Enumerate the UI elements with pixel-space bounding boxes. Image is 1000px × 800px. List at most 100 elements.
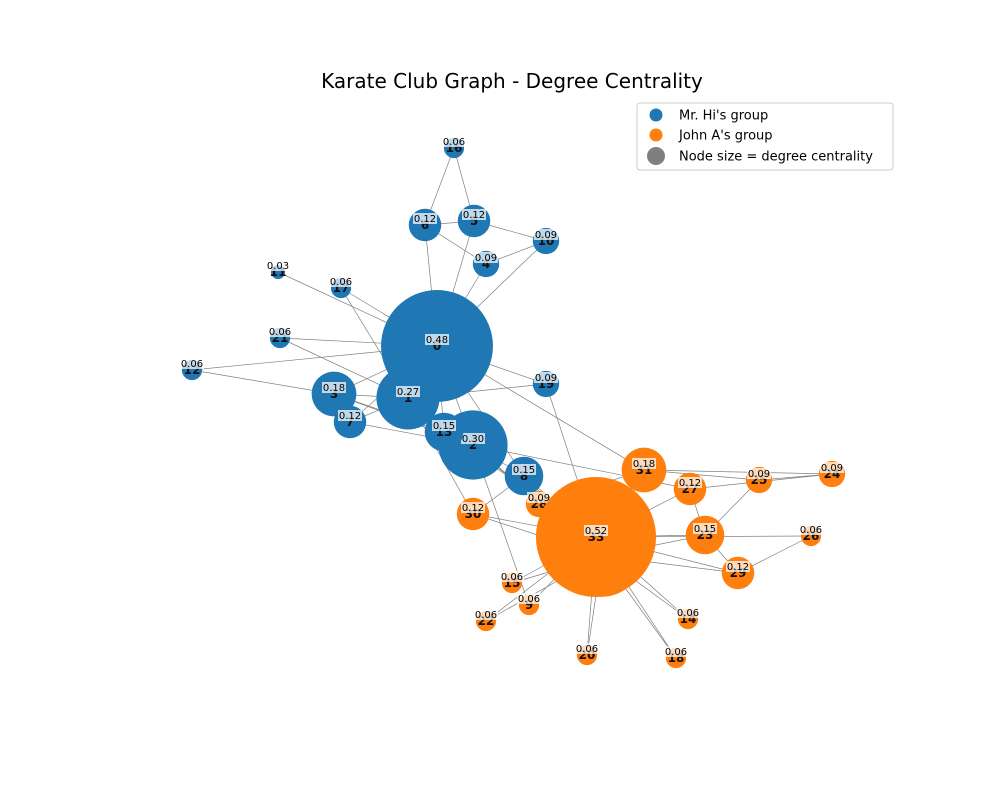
node-id-label-6: 6 [421, 218, 429, 232]
centrality-label-bg-26 [799, 524, 823, 535]
node-3: 30.18 [311, 371, 357, 417]
legend-marker-john-a [649, 128, 663, 142]
legend-frame [636, 102, 894, 171]
node-31: 310.18 [621, 447, 667, 493]
centrality-label-bg-19 [534, 372, 558, 383]
centrality-label-18: 0.06 [665, 647, 687, 658]
edge-24-31 [643, 469, 833, 475]
node-24: 240.09 [818, 460, 846, 488]
centrality-label-12: 0.06 [181, 359, 203, 370]
node-11: 110.03 [266, 260, 290, 280]
node-12: 120.06 [180, 358, 204, 381]
centrality-label-1: 0.27 [397, 387, 419, 398]
centrality-label-bg-8 [512, 464, 536, 475]
nodes-layer: 00.4810.2720.3030.1840.0950.1260.1270.12… [180, 136, 846, 669]
node-id-label-2: 2 [469, 438, 477, 452]
node-4: 40.09 [472, 250, 500, 278]
centrality-label-bg-21 [268, 326, 292, 337]
node-8: 80.15 [504, 456, 544, 496]
node-14: 140.06 [676, 607, 700, 630]
centrality-label-bg-10 [534, 229, 558, 240]
legend-label-node-size: Node size = degree centrality [679, 150, 873, 165]
centrality-label-13: 0.15 [433, 421, 455, 432]
centrality-label-bg-16 [442, 136, 466, 147]
centrality-label-14: 0.06 [677, 608, 699, 619]
node-id-label-3: 3 [330, 387, 338, 401]
centrality-label-2: 0.30 [462, 434, 484, 445]
centrality-label-11: 0.03 [267, 261, 289, 272]
node-id-label-0: 0 [433, 339, 441, 353]
node-26: 260.06 [799, 524, 823, 547]
centrality-label-bg-23 [693, 523, 717, 534]
node-5: 50.12 [457, 204, 491, 238]
centrality-label-bg-12 [180, 358, 204, 369]
centrality-label-4: 0.09 [475, 253, 497, 264]
node-25: 250.09 [745, 466, 773, 494]
centrality-label-20: 0.06 [576, 644, 598, 655]
node-10: 100.09 [532, 227, 560, 255]
centrality-label-27: 0.12 [679, 478, 701, 489]
centrality-label-26: 0.06 [800, 525, 822, 536]
centrality-label-17: 0.06 [330, 277, 352, 288]
node-id-label-5: 5 [470, 214, 478, 228]
node-22: 220.06 [474, 609, 498, 632]
centrality-label-bg-25 [747, 468, 771, 479]
centrality-label-bg-20 [575, 643, 599, 654]
centrality-label-bg-7 [338, 410, 362, 421]
centrality-label-0: 0.48 [426, 335, 448, 346]
node-15: 150.06 [500, 571, 524, 594]
centrality-label-bg-30 [461, 502, 485, 513]
centrality-label-15: 0.06 [501, 572, 523, 583]
centrality-label-16: 0.06 [443, 137, 465, 148]
centrality-label-bg-18 [664, 646, 688, 657]
node-id-label-4: 4 [482, 257, 490, 271]
node-27: 270.12 [673, 472, 707, 506]
centrality-label-bg-5 [462, 209, 486, 220]
centrality-label-30: 0.12 [462, 503, 484, 514]
centrality-label-bg-3 [322, 382, 346, 393]
node-id-label-8: 8 [520, 469, 528, 483]
node-circle-1 [376, 366, 440, 430]
centrality-label-19: 0.09 [535, 373, 557, 384]
legend-marker-mr-hi [649, 108, 663, 122]
node-29: 290.12 [721, 556, 755, 590]
node-33: 330.52 [535, 476, 657, 598]
node-circle-33 [535, 476, 657, 598]
centrality-label-25: 0.09 [748, 469, 770, 480]
node-30: 300.12 [456, 497, 490, 531]
centrality-label-bg-4 [474, 252, 498, 263]
node-id-label-1: 1 [404, 391, 412, 405]
centrality-label-bg-1 [396, 386, 420, 397]
centrality-label-bg-15 [500, 571, 524, 582]
centrality-label-10: 0.09 [535, 230, 557, 241]
centrality-label-bg-14 [676, 607, 700, 618]
node-21: 210.06 [268, 326, 292, 349]
centrality-label-bg-24 [820, 462, 844, 473]
node-16: 160.06 [442, 136, 466, 159]
chart-title: Karate Club Graph - Degree Centrality [321, 69, 703, 93]
node-id-label-7: 7 [346, 415, 354, 429]
centrality-label-22: 0.06 [475, 610, 497, 621]
centrality-label-bg-22 [474, 609, 498, 620]
centrality-label-28: 0.09 [528, 493, 550, 504]
centrality-label-29: 0.12 [727, 562, 749, 573]
centrality-label-bg-0 [425, 334, 449, 345]
centrality-label-9: 0.06 [518, 594, 540, 605]
node-7: 70.12 [333, 405, 367, 439]
centrality-label-33: 0.52 [585, 526, 607, 537]
centrality-label-bg-28 [527, 492, 551, 503]
legend-label-john-a: John A's group [678, 129, 773, 144]
centrality-label-6: 0.12 [414, 214, 436, 225]
node-20: 200.06 [575, 643, 599, 666]
node-13: 130.15 [424, 412, 464, 452]
centrality-label-bg-33 [584, 525, 608, 536]
centrality-label-bg-31 [632, 458, 656, 469]
node-19: 190.09 [532, 370, 560, 398]
edge-3-12 [191, 369, 335, 395]
centrality-label-8: 0.15 [513, 465, 535, 476]
centrality-label-bg-11 [266, 260, 290, 271]
centrality-label-bg-29 [726, 561, 750, 572]
centrality-label-bg-9 [517, 593, 541, 604]
node-9: 90.06 [517, 593, 541, 616]
